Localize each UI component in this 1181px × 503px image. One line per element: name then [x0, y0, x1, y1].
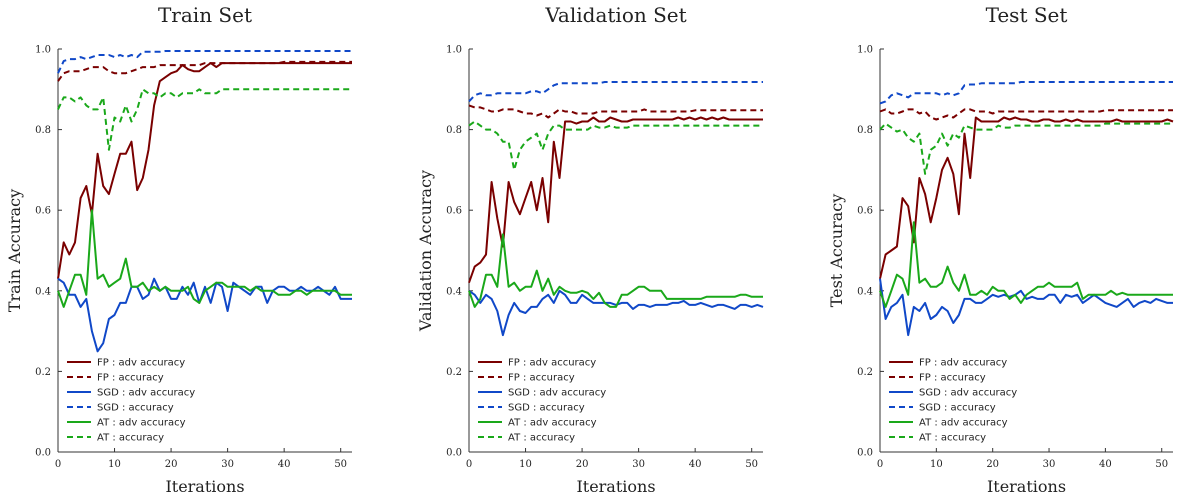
x-tick-label: 10: [108, 459, 121, 470]
legend-label: FP : accuracy: [919, 373, 986, 384]
legend: FP : adv accuracy FP : accuracy SGD : adv …: [67, 358, 195, 444]
y-tick-label: 0.6: [857, 206, 873, 217]
y-tick-label: 0.6: [446, 206, 462, 217]
y-axis-label: Validation Accuracy: [416, 170, 435, 332]
x-tick-label: 10: [519, 459, 532, 470]
y-tick-label: 0.4: [446, 286, 462, 297]
x-tick-label: 30: [1043, 459, 1056, 470]
series-line-fp-accuracy: [57, 60, 352, 82]
series-line-fp-accuracy: [468, 104, 763, 119]
chart-panel-2: Validation Set 0.0 0.2 0.4 0.6 0.8 1.0 0 10 20 30 4…: [416, 3, 764, 496]
chart-title: Test Set: [986, 3, 1068, 27]
x-tick-label: 40: [278, 459, 291, 470]
series-line-fp-adv-accuracy: [57, 62, 352, 279]
x-tick-label: 50: [745, 459, 758, 470]
series-line-sgd-accuracy: [57, 50, 352, 74]
x-tick-label: 0: [877, 459, 883, 470]
y-tick-label: 0.4: [35, 286, 51, 297]
chart-panel-3: Test Set 0.0 0.2 0.4 0.6 0.8 1.0 0 10 20 30 40 50 Ite…: [827, 3, 1174, 496]
x-tick-label: 40: [1099, 459, 1112, 470]
legend-label: AT : accuracy: [919, 433, 986, 444]
series-line-at-accuracy: [57, 88, 352, 151]
legend-label: AT : adv accuracy: [508, 418, 597, 429]
legend-label: SGD : adv accuracy: [919, 388, 1017, 399]
legend-label: SGD : accuracy: [919, 403, 996, 414]
series-line-fp-adv-accuracy: [468, 116, 763, 284]
legend-label: FP : adv accuracy: [919, 358, 1007, 369]
x-tick-label: 50: [1155, 459, 1168, 470]
x-tick-label: 10: [930, 459, 943, 470]
legend: FP : adv accuracy FP : accuracy SGD : adv …: [889, 358, 1017, 444]
legend-label: AT : adv accuracy: [97, 418, 186, 429]
y-tick-label: 0.0: [446, 448, 462, 459]
series-line-fp-accuracy: [879, 108, 1173, 121]
series-line-at-adv-accuracy: [879, 221, 1173, 308]
x-tick-label: 20: [986, 459, 999, 470]
legend-label: SGD : accuracy: [97, 403, 174, 414]
series-line-at-accuracy: [468, 120, 763, 171]
legend-label: FP : accuracy: [97, 373, 164, 384]
x-tick-label: 30: [221, 459, 234, 470]
chart-title: Train Set: [158, 3, 252, 27]
legend-label: FP : adv accuracy: [508, 358, 596, 369]
x-tick-label: 50: [334, 459, 347, 470]
y-tick-label: 0.8: [446, 125, 462, 136]
x-axis-label: Iterations: [576, 477, 655, 496]
legend: FP : adv accuracy FP : accuracy SGD : adv …: [478, 358, 606, 444]
legend-label: SGD : accuracy: [508, 403, 585, 414]
x-tick-label: 40: [689, 459, 702, 470]
series-line-sgd-adv-accuracy: [879, 278, 1173, 337]
y-tick-label: 0.2: [446, 367, 462, 378]
legend-label: SGD : adv accuracy: [97, 388, 195, 399]
y-axis-label: Test Accuracy: [827, 194, 846, 308]
series-line-at-accuracy: [879, 122, 1173, 175]
y-tick-label: 0.6: [35, 206, 51, 217]
series-line-at-adv-accuracy: [57, 209, 352, 308]
y-tick-label: 1.0: [35, 45, 51, 56]
y-tick-label: 0.4: [857, 286, 873, 297]
series-line-sgd-adv-accuracy: [57, 277, 352, 353]
y-tick-label: 0.0: [35, 448, 51, 459]
x-axis-label: Iterations: [987, 477, 1066, 496]
x-tick-label: 0: [466, 459, 472, 470]
series-line-sgd-accuracy: [879, 81, 1173, 105]
x-tick-label: 20: [576, 459, 589, 470]
legend-label: AT : accuracy: [97, 433, 164, 444]
y-tick-label: 1.0: [446, 45, 462, 56]
y-axis-label: Train Accuracy: [5, 189, 24, 312]
y-tick-label: 0.8: [857, 125, 873, 136]
y-tick-label: 0.8: [35, 125, 51, 136]
x-tick-label: 30: [632, 459, 645, 470]
x-axis-label: Iterations: [165, 477, 244, 496]
series-line-fp-adv-accuracy: [879, 116, 1174, 279]
y-tick-label: 0.2: [857, 367, 873, 378]
x-tick-label: 20: [165, 459, 178, 470]
chart-title: Validation Set: [544, 3, 686, 27]
legend-label: AT : adv accuracy: [919, 418, 1008, 429]
series-line-at-adv-accuracy: [468, 233, 763, 308]
legend-label: FP : adv accuracy: [97, 358, 185, 369]
legend-label: SGD : adv accuracy: [508, 388, 606, 399]
y-tick-label: 0.0: [857, 448, 873, 459]
legend-label: AT : accuracy: [508, 433, 575, 444]
x-tick-label: 0: [55, 459, 61, 470]
legend-label: FP : accuracy: [508, 373, 575, 384]
y-tick-label: 1.0: [857, 45, 873, 56]
y-tick-label: 0.2: [35, 367, 51, 378]
series-line-sgd-accuracy: [468, 81, 763, 103]
chart-panel-1: Train Set 0.0 0.2 0.4 0.6 0.8 1.0 0 10 20 30 40 50 It…: [5, 3, 352, 496]
